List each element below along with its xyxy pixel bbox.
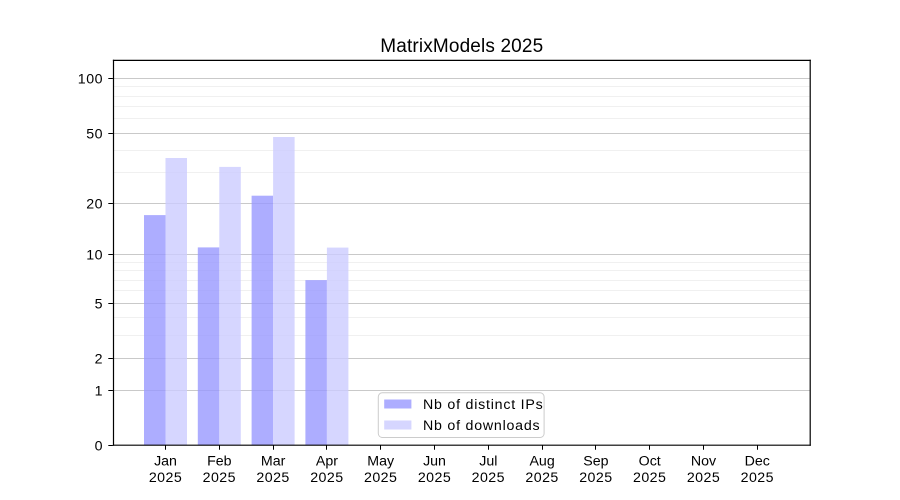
svg-text:2025: 2025 [418, 470, 451, 486]
svg-text:2025: 2025 [687, 470, 720, 486]
svg-text:100: 100 [78, 72, 103, 88]
svg-text:10: 10 [86, 248, 103, 264]
svg-text:2025: 2025 [149, 470, 182, 486]
svg-text:2: 2 [95, 352, 103, 368]
svg-text:Apr: Apr [316, 454, 338, 470]
svg-text:2025: 2025 [203, 470, 236, 486]
svg-text:2025: 2025 [364, 470, 397, 486]
svg-text:20: 20 [86, 197, 103, 213]
svg-text:Nov: Nov [691, 454, 717, 470]
svg-text:Dec: Dec [745, 454, 770, 470]
svg-text:Oct: Oct [639, 454, 661, 470]
svg-text:Jul: Jul [479, 454, 497, 470]
svg-text:2025: 2025 [741, 470, 774, 486]
svg-text:Jun: Jun [423, 454, 446, 470]
svg-text:Sep: Sep [583, 454, 608, 470]
svg-text:50: 50 [86, 127, 103, 143]
svg-text:Nb of downloads: Nb of downloads [423, 418, 540, 434]
svg-text:1: 1 [95, 384, 103, 400]
svg-text:May: May [367, 454, 395, 470]
svg-text:Jan: Jan [154, 454, 177, 470]
svg-text:Feb: Feb [207, 454, 232, 470]
svg-text:2025: 2025 [472, 470, 505, 486]
svg-text:2025: 2025 [310, 470, 343, 486]
svg-text:5: 5 [95, 297, 103, 313]
svg-text:Nb of distinct IPs: Nb of distinct IPs [423, 397, 544, 413]
svg-text:Aug: Aug [529, 454, 554, 470]
svg-text:2025: 2025 [256, 470, 289, 486]
svg-text:MatrixModels 2025: MatrixModels 2025 [380, 36, 543, 57]
svg-text:0: 0 [95, 438, 103, 454]
svg-text:2025: 2025 [633, 470, 666, 486]
svg-text:2025: 2025 [579, 470, 612, 486]
svg-text:2025: 2025 [525, 470, 558, 486]
svg-text:Mar: Mar [261, 454, 286, 470]
